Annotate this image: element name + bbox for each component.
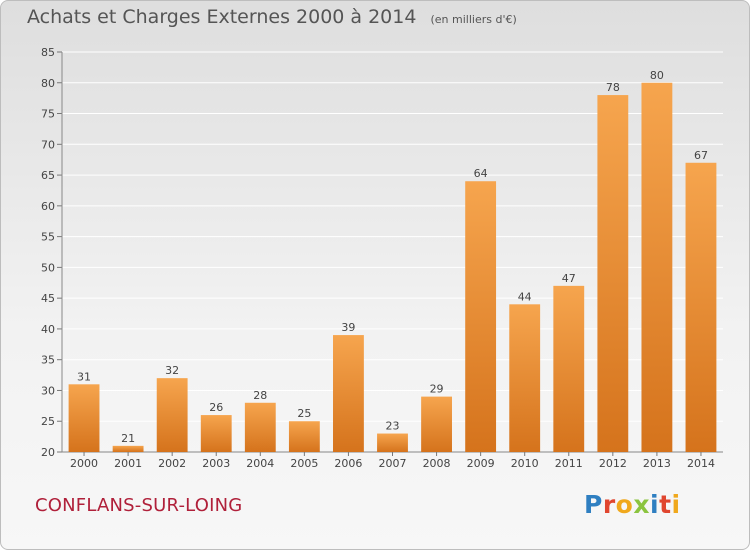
chart-title: Achats et Charges Externes 2000 à 2014 (… xyxy=(27,6,517,28)
logo-letter: o xyxy=(615,490,634,519)
bar-2008 xyxy=(421,396,452,452)
bar-value-label: 64 xyxy=(474,167,488,180)
bar-value-label: 25 xyxy=(297,407,311,420)
x-tick-label: 2000 xyxy=(70,457,98,470)
x-tick-label: 2012 xyxy=(599,457,627,470)
bar-2006 xyxy=(333,335,364,452)
bar-value-label: 78 xyxy=(606,81,620,94)
bar-value-label: 21 xyxy=(121,432,135,445)
bar-value-label: 67 xyxy=(694,149,708,162)
x-tick-label: 2006 xyxy=(334,457,362,470)
y-tick-label: 40 xyxy=(41,323,55,336)
y-tick-label: 70 xyxy=(41,138,55,151)
y-tick-label: 25 xyxy=(41,415,55,428)
x-tick-label: 2014 xyxy=(687,457,715,470)
x-tick-label: 2009 xyxy=(467,457,495,470)
y-tick-label: 30 xyxy=(41,384,55,397)
bar-2011 xyxy=(553,285,585,452)
commune-name: CONFLANS-SUR-LOING xyxy=(35,495,243,516)
chart-unit-note: (en milliers d'€) xyxy=(430,13,517,26)
bar-2009 xyxy=(465,181,497,452)
x-tick-label: 2002 xyxy=(158,457,186,470)
bar-2013 xyxy=(641,82,673,453)
bar-value-label: 26 xyxy=(209,401,223,414)
bar-value-label: 23 xyxy=(386,420,400,433)
bar-value-label: 39 xyxy=(341,321,355,334)
x-tick-label: 2013 xyxy=(643,457,671,470)
logo-letter: i xyxy=(650,490,660,519)
bar-value-label: 29 xyxy=(430,383,444,396)
bar-2004 xyxy=(244,402,276,452)
bar-value-label: 80 xyxy=(650,69,664,82)
y-tick-label: 65 xyxy=(41,169,55,182)
bar-2014 xyxy=(685,162,717,452)
bar-value-label: 31 xyxy=(77,370,91,383)
bar-2001 xyxy=(112,445,144,452)
y-tick-label: 35 xyxy=(41,354,55,367)
bar-2003 xyxy=(200,415,232,452)
x-tick-label: 2003 xyxy=(202,457,230,470)
bar-2012 xyxy=(597,95,629,453)
bar-value-label: 47 xyxy=(562,272,576,285)
proxiti-logo[interactable]: Proxiti xyxy=(584,490,681,519)
bar-2005 xyxy=(288,421,320,452)
x-tick-label: 2010 xyxy=(511,457,539,470)
y-tick-label: 75 xyxy=(41,108,55,121)
y-tick-label: 85 xyxy=(41,46,55,59)
logo-letter: i xyxy=(671,490,681,519)
bar-value-label: 44 xyxy=(518,290,532,303)
bar-2010 xyxy=(509,304,541,452)
logo-letter: x xyxy=(633,490,650,519)
logo-letter: r xyxy=(602,490,616,519)
y-tick-label: 50 xyxy=(41,261,55,274)
x-tick-label: 2011 xyxy=(555,457,583,470)
x-tick-label: 2005 xyxy=(290,457,318,470)
y-tick-label: 20 xyxy=(41,446,55,459)
bar-2007 xyxy=(377,433,408,452)
logo-letter: P xyxy=(584,490,603,519)
y-tick-label: 45 xyxy=(41,292,55,305)
y-tick-label: 55 xyxy=(41,231,55,244)
y-tick-label: 60 xyxy=(41,200,55,213)
bars xyxy=(68,82,717,453)
chart-title-text: Achats et Charges Externes 2000 à 2014 xyxy=(27,6,417,28)
bar-2002 xyxy=(156,378,188,452)
x-tick-label: 2004 xyxy=(246,457,274,470)
bar-value-label: 28 xyxy=(253,389,267,402)
x-tick-label: 2007 xyxy=(379,457,407,470)
x-tick-label: 2001 xyxy=(114,457,142,470)
logo-letter: t xyxy=(659,490,672,519)
bar-2000 xyxy=(68,384,100,452)
x-tick-label: 2008 xyxy=(423,457,451,470)
y-tick-label: 80 xyxy=(41,77,55,90)
data-labels: 31 21 32 26 28 25 39 23 29 64 44 47 78 80 67 xyxy=(77,69,708,445)
bar-value-label: 32 xyxy=(165,364,179,377)
